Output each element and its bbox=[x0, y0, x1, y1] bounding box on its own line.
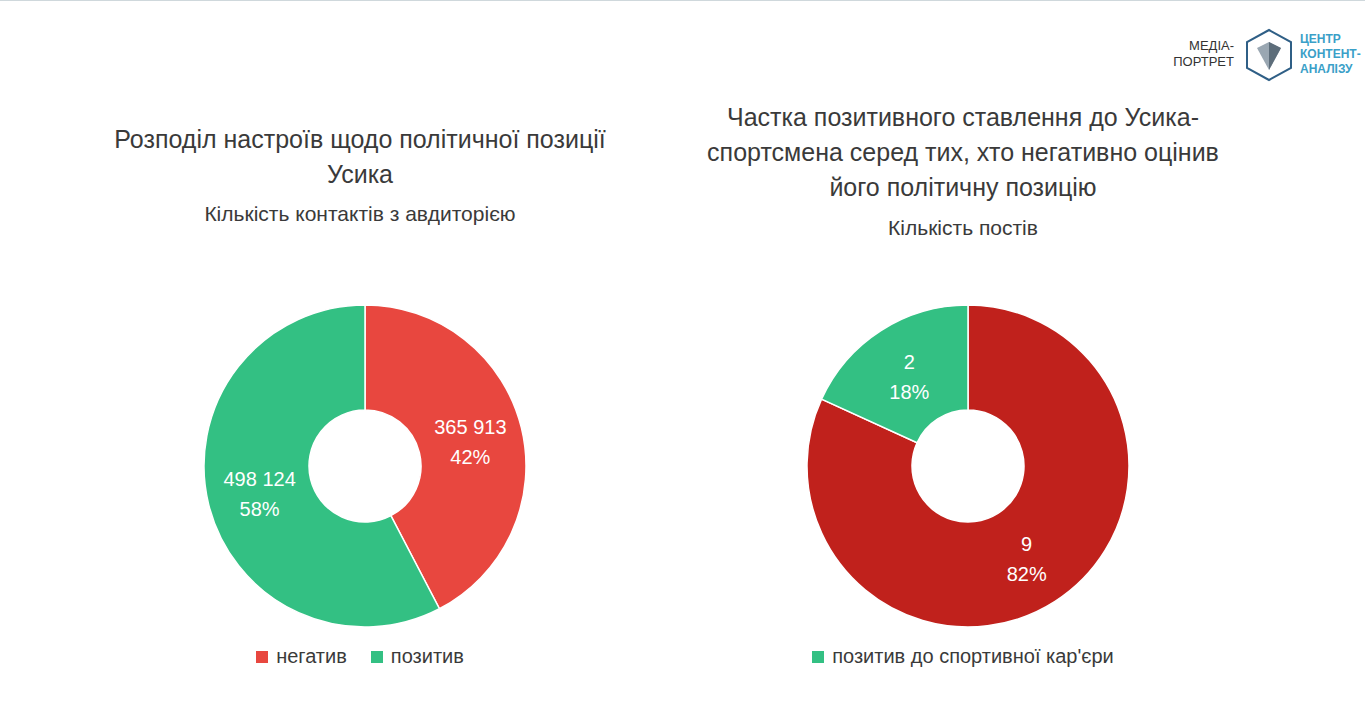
html-text:ЦЕНТР: ЦЕНТР bbox=[1300, 32, 1341, 46]
svg-text:218%: 218% bbox=[889, 351, 929, 403]
html-text:АНАЛІЗУ: АНАЛІЗУ bbox=[1300, 62, 1353, 76]
html-text:негатив: негатив bbox=[276, 645, 347, 667]
html-text:Кількість контактів з авдиторі: Кількість контактів з авдиторією bbox=[204, 202, 516, 225]
svg-text:498 12458%: 498 12458% bbox=[223, 468, 295, 520]
html-text:Розподіл настроїв щодо політич: Розподіл настроїв щодо політичної позиці… bbox=[114, 125, 606, 188]
html-text:позитив до спортивної кар'єри: позитив до спортивної кар'єри bbox=[832, 645, 1114, 667]
html-text:Кількість постів: Кількість постів bbox=[888, 216, 1038, 239]
html-text:МЕДІА-: МЕДІА- bbox=[1189, 38, 1234, 53]
html-text:КОНТЕНТ-: КОНТЕНТ- bbox=[1300, 47, 1361, 61]
svg-text:365 91342%: 365 91342% bbox=[434, 416, 506, 468]
svg-text:982%: 982% bbox=[1007, 533, 1047, 585]
html-text:ПОРТРЕТ: ПОРТРЕТ bbox=[1173, 54, 1234, 69]
html-text:Частка позитивного ставлення д: Частка позитивного ставлення до Усика-сп… bbox=[707, 103, 1219, 201]
html-text:позитив: позитив bbox=[390, 645, 464, 667]
